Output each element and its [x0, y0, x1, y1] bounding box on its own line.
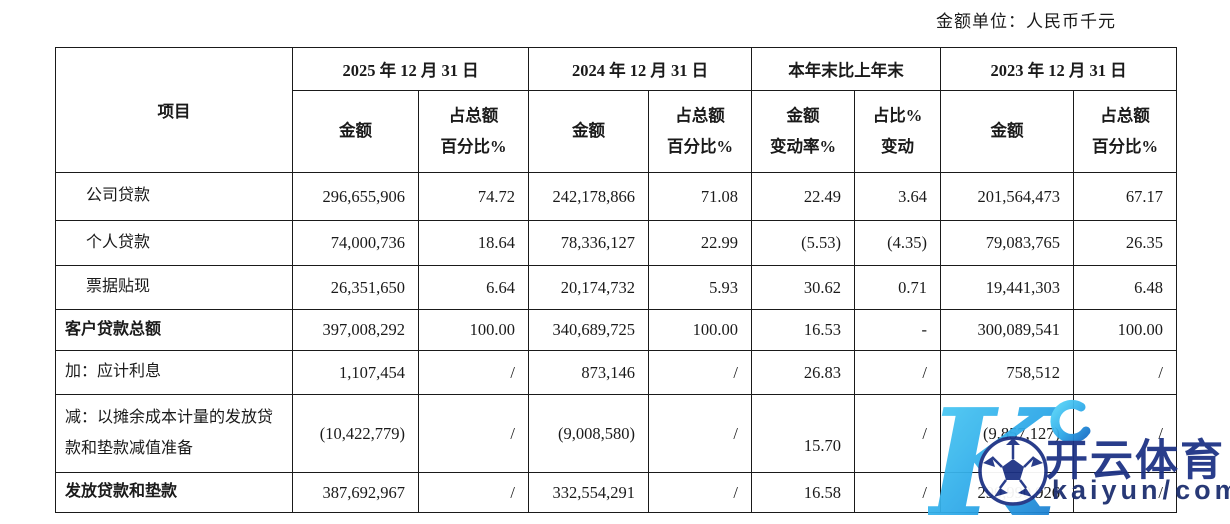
table-row: 个人贷款 74,000,736 18.64 78,336,127 22.99 (… [55, 220, 1177, 266]
cell-2023-amount: 79,083,765 [940, 220, 1074, 266]
cell-2024-amount: 20,174,732 [528, 265, 649, 310]
cell-2024-amount: 78,336,127 [528, 220, 649, 266]
cell-2024-pct: 5.93 [648, 265, 752, 310]
header-group-2025: 2025 年 12 月 31 日 [292, 47, 529, 91]
cell-2023-amount: 19,441,303 [940, 265, 1074, 310]
header-item: 项目 [55, 47, 293, 173]
cell-2024-amount: 873,146 [528, 350, 649, 395]
header-2024-amount: 金额 [528, 90, 649, 173]
cell-2023-amount: (9,857,127) [940, 394, 1074, 473]
table-row: 减：以摊余成本计量的发放贷款和垫款减值准备 (10,422,779) / (9,… [55, 394, 1177, 473]
table-row: 客户贷款总额 397,008,292 100.00 340,689,725 10… [55, 309, 1177, 351]
loans-breakdown-table: 项目 2025 年 12 月 31 日 2024 年 12 月 31 日 本年末… [55, 47, 1177, 513]
row-label: 票据贴现 [55, 265, 293, 310]
cell-2025-pct: 6.64 [418, 265, 529, 310]
cell-2025-amount: 1,107,454 [292, 350, 419, 395]
row-label: 个人贷款 [55, 220, 293, 266]
cell-2024-pct: 22.99 [648, 220, 752, 266]
header-group-2024: 2024 年 12 月 31 日 [528, 47, 752, 91]
header-sub-row: 金额 占总额 百分比% 金额 占总额 百分比% 金额 变动率% [56, 90, 1177, 173]
cell-2023-amount: 758,512 [940, 350, 1074, 395]
row-label: 公司贷款 [55, 172, 293, 221]
cell-2024-pct: / [648, 350, 752, 395]
cell-2025-amount: 397,008,292 [292, 309, 419, 351]
cell-2023-pct: 6.48 [1073, 265, 1177, 310]
table-row: 公司贷款 296,655,906 74.72 242,178,866 71.08… [55, 172, 1177, 221]
header-2025-pct: 占总额 百分比% [418, 90, 529, 173]
cell-yoy-amount-change: (5.53) [751, 220, 855, 266]
row-label: 加：应计利息 [55, 350, 293, 395]
cell-yoy-amount-change: 26.83 [751, 350, 855, 395]
cell-2024-amount: 242,178,866 [528, 172, 649, 221]
cell-2023-pct: 67.17 [1073, 172, 1177, 221]
amount-unit-note: 金额单位：人民币千元 [936, 12, 1116, 31]
cell-yoy-pct-change: / [854, 394, 941, 473]
cell-2024-pct: / [648, 394, 752, 473]
cell-2025-pct: / [418, 394, 529, 473]
row-label: 发放贷款和垫款 [55, 472, 293, 513]
header-group-yoy: 本年末比上年末 [751, 47, 941, 91]
header-group-2023: 2023 年 12 月 31 日 [940, 47, 1177, 91]
header-2024-pct: 占总额 百分比% [648, 90, 752, 173]
cell-yoy-amount-change: 16.58 [751, 472, 855, 513]
cell-yoy-amount-change: 30.62 [751, 265, 855, 310]
cell-2023-pct: 100.00 [1073, 309, 1177, 351]
header-yoy-pct-change: 占比% 变动 [854, 90, 941, 173]
cell-2023-pct: / [1073, 350, 1177, 395]
table-row: 发放贷款和垫款 387,692,967 / 332,554,291 / 16.5… [55, 472, 1177, 513]
cell-yoy-pct-change: 3.64 [854, 172, 941, 221]
cell-yoy-pct-change: 0.71 [854, 265, 941, 310]
cell-2024-amount: (9,008,580) [528, 394, 649, 473]
cell-2024-pct: / [648, 472, 752, 513]
cell-2023-pct: / [1073, 472, 1177, 513]
cell-2024-pct: 100.00 [648, 309, 752, 351]
header-2023-amount: 金额 [940, 90, 1074, 173]
cell-2025-pct: / [418, 350, 529, 395]
cell-2025-amount: 387,692,967 [292, 472, 419, 513]
cell-2025-amount: (10,422,779) [292, 394, 419, 473]
header-2023-pct: 占总额 百分比% [1073, 90, 1177, 173]
cell-2025-pct: 74.72 [418, 172, 529, 221]
cell-2023-amount: 300,089,541 [940, 309, 1074, 351]
cell-yoy-pct-change: (4.35) [854, 220, 941, 266]
cell-2025-pct: 100.00 [418, 309, 529, 351]
cell-2025-pct: 18.64 [418, 220, 529, 266]
cell-2025-amount: 296,655,906 [292, 172, 419, 221]
cell-2024-amount: 340,689,725 [528, 309, 649, 351]
cell-2023-pct: / [1073, 394, 1177, 473]
row-label: 减：以摊余成本计量的发放贷款和垫款减值准备 [55, 394, 293, 473]
row-label: 客户贷款总额 [55, 309, 293, 351]
table-header: 项目 2025 年 12 月 31 日 2024 年 12 月 31 日 本年末… [55, 47, 1177, 173]
cell-2024-pct: 71.08 [648, 172, 752, 221]
header-yoy-amount-change: 金额 变动率% [751, 90, 855, 173]
cell-2025-pct: / [418, 472, 529, 513]
cell-2023-amount: 290,990,926 [940, 472, 1074, 513]
cell-2024-amount: 332,554,291 [528, 472, 649, 513]
cell-yoy-amount-change: 15.70 [751, 394, 855, 473]
table-row: 票据贴现 26,351,650 6.64 20,174,732 5.93 30.… [55, 265, 1177, 310]
cell-2023-amount: 201,564,473 [940, 172, 1074, 221]
cell-yoy-amount-change: 22.49 [751, 172, 855, 221]
table-row: 加：应计利息 1,107,454 / 873,146 / 26.83 / 758… [55, 350, 1177, 395]
header-2025-amount: 金额 [292, 90, 419, 173]
cell-yoy-pct-change: / [854, 472, 941, 513]
table-body: 公司贷款 296,655,906 74.72 242,178,866 71.08… [55, 172, 1177, 513]
header-group-row: 项目 2025 年 12 月 31 日 2024 年 12 月 31 日 本年末… [55, 47, 1177, 173]
cell-yoy-pct-change: - [854, 309, 941, 351]
cell-yoy-amount-change: 16.53 [751, 309, 855, 351]
cell-2025-amount: 26,351,650 [292, 265, 419, 310]
cell-yoy-pct-change: / [854, 350, 941, 395]
cell-2025-amount: 74,000,736 [292, 220, 419, 266]
cell-2023-pct: 26.35 [1073, 220, 1177, 266]
